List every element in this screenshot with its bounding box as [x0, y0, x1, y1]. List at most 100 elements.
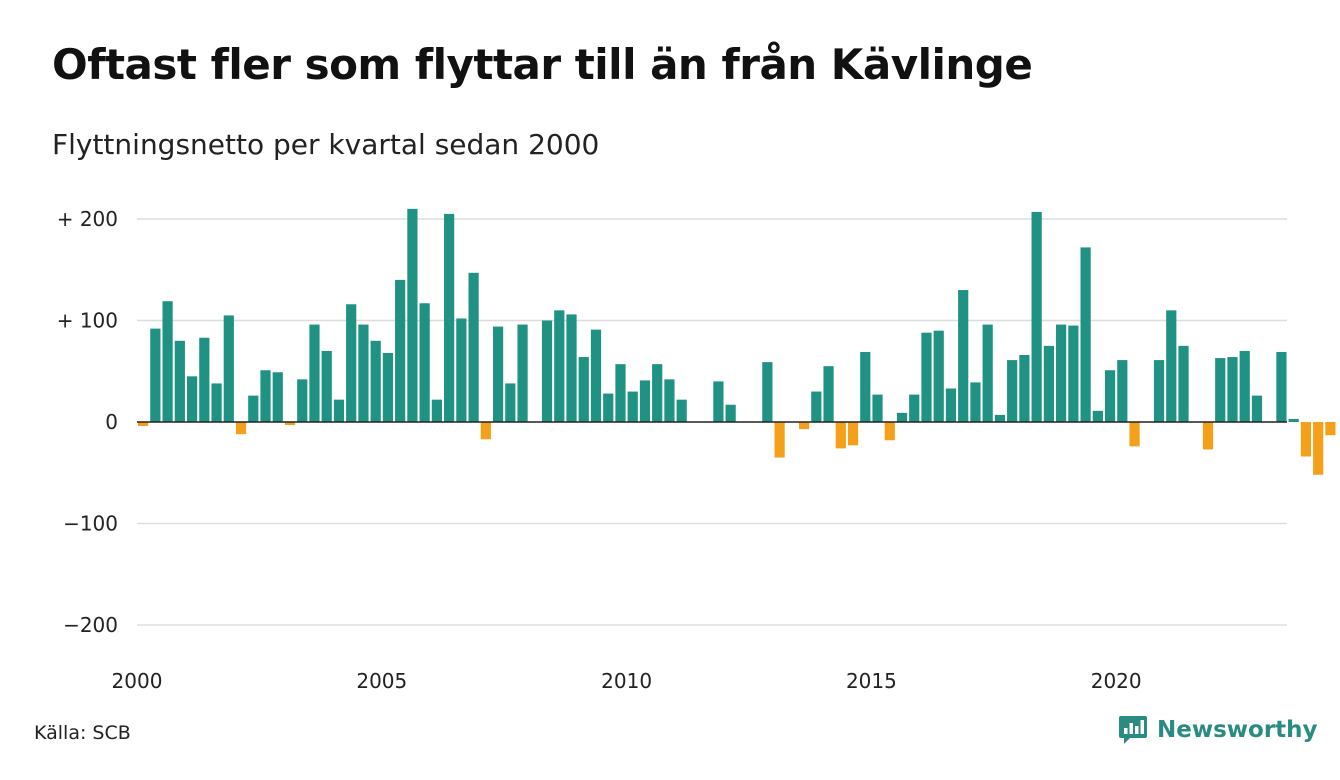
- bar: [811, 391, 822, 422]
- bar: [284, 422, 296, 426]
- bar: [762, 362, 773, 422]
- bar: [1202, 422, 1214, 450]
- y-tick-label: −100: [63, 512, 118, 536]
- y-tick-label: + 100: [57, 309, 118, 333]
- bar: [150, 328, 161, 422]
- bar: [541, 320, 553, 422]
- grid-lines: [137, 218, 1287, 626]
- bar: [1239, 350, 1250, 422]
- bar: [1251, 395, 1263, 422]
- bar: [1215, 358, 1226, 422]
- bar: [1325, 422, 1336, 436]
- bar: [603, 393, 614, 422]
- x-tick-label: 2015: [846, 669, 897, 693]
- bar: [321, 350, 332, 422]
- bar: [713, 381, 724, 422]
- chart-subtitle: Flyttningsnetto per kvartal sedan 2000: [52, 128, 600, 161]
- bar: [1227, 357, 1238, 422]
- source-note: Källa: SCB: [34, 722, 131, 744]
- bar: [297, 379, 308, 422]
- bar: [223, 315, 234, 422]
- bar: [933, 330, 944, 422]
- bar: [798, 422, 810, 430]
- bar: [566, 314, 577, 422]
- bar: [370, 340, 381, 422]
- bar: [419, 303, 430, 422]
- bar: [1300, 422, 1312, 457]
- bar: [333, 399, 345, 422]
- bar: [505, 383, 516, 422]
- bar: [823, 366, 834, 422]
- bar: [554, 310, 565, 422]
- bar: [1080, 247, 1091, 422]
- bar: [1031, 211, 1042, 422]
- bar: [578, 357, 589, 422]
- bar: [186, 376, 198, 422]
- bar: [382, 352, 394, 422]
- bar: [860, 351, 871, 422]
- bar: [138, 422, 149, 427]
- bar: [517, 324, 528, 422]
- bar: [468, 272, 479, 422]
- bar: [1153, 360, 1165, 422]
- bar: [260, 370, 271, 422]
- x-axis-labels: 2000 2005 2010 2015 2020: [112, 669, 1142, 693]
- x-tick-label: 2005: [356, 669, 407, 693]
- bar: [346, 304, 357, 422]
- bar: [835, 422, 846, 449]
- bar: [725, 404, 736, 422]
- bar: [492, 326, 504, 422]
- bar: [909, 394, 920, 422]
- bar: [456, 318, 467, 422]
- bar: [615, 364, 626, 422]
- bar: [162, 301, 173, 422]
- bar: [1019, 355, 1030, 422]
- bar: [1104, 370, 1116, 422]
- bar: [590, 329, 602, 422]
- bar: [444, 213, 455, 422]
- chart-title: Oftast fler som flyttar till än från Käv…: [52, 40, 1033, 89]
- brand-name: Newsworthy: [1157, 717, 1318, 743]
- bar: [958, 290, 969, 422]
- bar: [480, 422, 491, 440]
- bar: [1129, 422, 1140, 447]
- bars: [138, 208, 1336, 475]
- bar: [174, 340, 185, 422]
- y-tick-label: −200: [63, 613, 118, 637]
- bar: [248, 395, 259, 422]
- bar: [664, 379, 675, 422]
- bar: [407, 208, 418, 422]
- bar: [652, 364, 663, 422]
- bar: [1313, 422, 1324, 475]
- bar: [199, 337, 210, 422]
- bar: [896, 412, 908, 422]
- bar: [884, 422, 895, 441]
- bar: [774, 422, 785, 458]
- bar: [1117, 360, 1128, 422]
- bar: [235, 422, 247, 435]
- bar: [847, 422, 859, 446]
- bar: [994, 414, 1006, 422]
- brand-logo: Newsworthy: [1118, 714, 1318, 746]
- bar: [627, 391, 638, 422]
- bar: [639, 380, 651, 422]
- bar: [1043, 345, 1054, 422]
- bar: [982, 324, 993, 422]
- bar: [431, 399, 442, 422]
- bar: [1178, 345, 1189, 422]
- bar: [395, 279, 406, 422]
- bar: [921, 332, 932, 422]
- bar: [1276, 351, 1287, 422]
- bar: [945, 388, 957, 422]
- bar: [1288, 418, 1299, 422]
- bar: [309, 324, 320, 422]
- bar: [1166, 310, 1177, 422]
- x-tick-label: 2020: [1091, 669, 1142, 693]
- bar: [676, 399, 687, 422]
- bar: [211, 383, 222, 422]
- x-tick-label: 2010: [601, 669, 652, 693]
- bar: [872, 394, 883, 422]
- y-tick-label: 0: [105, 410, 118, 434]
- bar: [1092, 410, 1103, 422]
